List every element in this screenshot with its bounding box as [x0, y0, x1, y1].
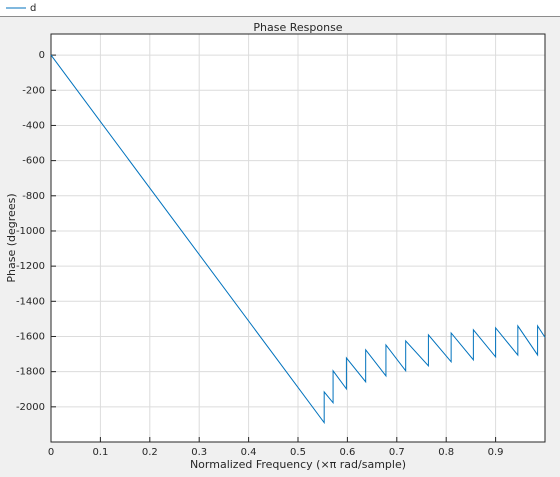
y-tick-label: -1400 — [16, 296, 45, 307]
series-line — [50, 54, 546, 425]
y-tick-label: -1600 — [16, 331, 45, 342]
x-tick-label: 0.4 — [241, 447, 257, 458]
x-tick-label: 0.6 — [339, 447, 355, 458]
y-tick-label: -1200 — [16, 261, 45, 272]
x-tick-label: 0 — [48, 447, 54, 458]
x-tick-label: 0.9 — [488, 447, 504, 458]
y-axis-label: Phase (degrees) — [5, 193, 18, 282]
axes-box — [50, 33, 546, 443]
y-tick-label: -800 — [22, 191, 45, 202]
legend-strip — [0, 0, 560, 16]
y-tick-label: -200 — [22, 85, 45, 96]
y-tick-label: -1000 — [16, 226, 45, 237]
x-tick-label: 0.5 — [290, 447, 306, 458]
x-tick-label: 0.7 — [389, 447, 405, 458]
x-tick-label: 0.8 — [438, 447, 454, 458]
x-axis-label: Normalized Frequency (×π rad/sample) — [190, 458, 406, 471]
y-tick-label: 0 — [39, 50, 45, 61]
chart-title: Phase Response — [253, 21, 342, 34]
legend-label: d — [30, 3, 36, 14]
x-tick-label: 0.3 — [191, 447, 207, 458]
y-tick-label: -600 — [22, 156, 45, 167]
x-tick-label: 0.1 — [92, 447, 108, 458]
x-tick-label: 0.2 — [142, 447, 158, 458]
y-tick-label: -1800 — [16, 367, 45, 378]
y-tick-label: -400 — [22, 120, 45, 131]
y-tick-label: -2000 — [16, 402, 45, 413]
